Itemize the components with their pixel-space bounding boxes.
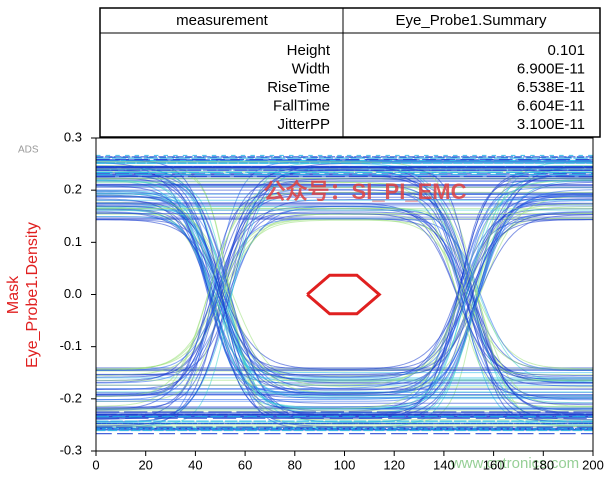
table-cell: 6.900E-11 [517,60,585,77]
table-border [99,7,601,138]
table-cell: FallTime [273,97,330,114]
eye-trace [96,182,593,407]
eye-trace [96,213,593,376]
measurement-table: measurement Eye_Probe1.Summary [99,7,601,138]
table-cell: JitterPP [277,116,330,133]
tool-label: ADS [18,145,39,156]
eye-trace [96,191,593,397]
x-tick-label: 80 [288,457,302,472]
eye-trace [96,189,593,400]
y-tick-label: 0.0 [64,286,82,301]
y-tick-label: -0.3 [60,442,82,457]
eye-trace [96,179,593,410]
watermark: www.cntronics.com [450,455,579,472]
x-tick-label: 60 [238,457,252,472]
table-cell: Height [287,42,331,59]
x-tick-label: 180 [532,457,554,472]
y-axis-label: Mask [5,275,22,314]
eye-trace [96,202,593,387]
eye-trace [96,213,593,376]
y-tick-label: 0.2 [64,182,82,197]
eye-trace [96,218,593,371]
eye-trace [96,214,593,375]
eye-trace [96,180,593,409]
eye-trace [96,198,593,391]
eye-trace [96,203,593,386]
x-tick-label: 40 [188,457,202,472]
x-tick-label: 140 [433,457,455,472]
eye-trace [96,189,593,400]
x-tick-label: 120 [383,457,405,472]
eye-trace [96,211,593,378]
table-cell: 6.538E-11 [517,79,585,96]
x-tick-label: 100 [334,457,356,472]
eye-trace [96,191,593,398]
y-tick-label: 0.1 [64,234,82,249]
watermark: 公众号：SI_PI_EMC [264,179,467,204]
eye-trace [96,194,593,395]
eye-trace [96,189,593,400]
eye-trace [96,187,593,402]
table-cell: 6.604E-11 [517,97,585,114]
table-cell: 0.101 [547,42,585,59]
table-cell: 3.100E-11 [517,116,585,133]
x-tick-label: 20 [138,457,152,472]
eye-trace [96,166,593,423]
eye-trace [96,185,593,404]
y-tick-label: -0.1 [60,338,82,353]
eye-trace [96,219,593,370]
y-tick-label: -0.2 [60,390,82,405]
x-tick-label: 160 [483,457,505,472]
table-header: Eye_Probe1.Summary [396,12,547,29]
eye-density [96,154,593,435]
x-tick-label: 200 [582,457,604,472]
eye-trace [96,218,593,370]
eye-trace [96,218,593,371]
table-cell: Width [292,60,330,77]
table-cell: RiseTime [267,79,330,96]
y-axis-label: Eye_Probe1.Density [24,222,41,368]
eye-trace [96,183,593,406]
eye-trace [96,205,593,384]
eye-trace [96,211,593,378]
y-tick-label: 0.3 [64,129,82,144]
mask [306,273,382,316]
table-header: measurement [176,12,269,29]
x-tick-label: 0 [92,457,99,472]
